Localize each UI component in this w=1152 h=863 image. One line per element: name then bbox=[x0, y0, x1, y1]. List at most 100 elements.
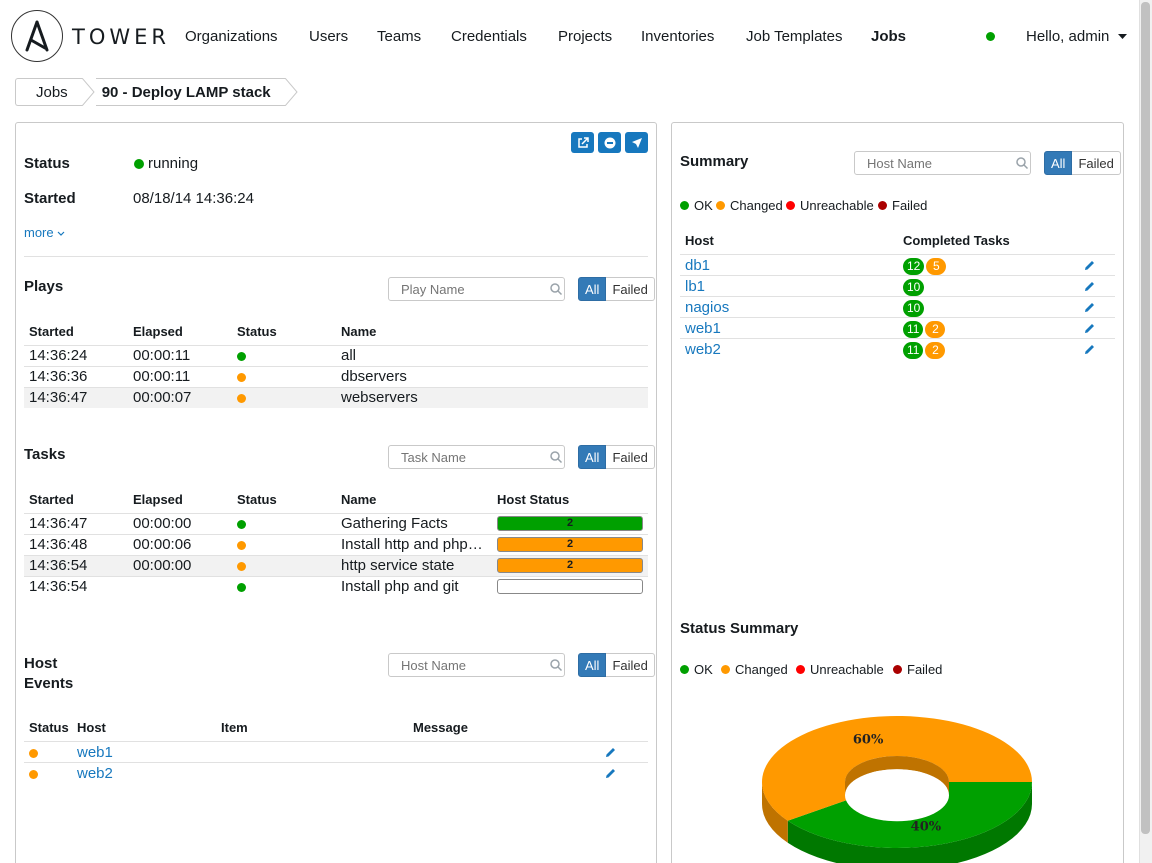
nav-jobs[interactable]: Jobs bbox=[871, 28, 907, 45]
play-name-search-input[interactable] bbox=[388, 277, 565, 301]
play-status-dot bbox=[237, 352, 246, 361]
host-events-search-input[interactable] bbox=[388, 653, 565, 677]
events-col-host[interactable]: Host bbox=[77, 720, 106, 735]
ok-count-badge[interactable]: 11 bbox=[903, 342, 924, 359]
tasks-col-elapsed[interactable]: Elapsed bbox=[133, 492, 183, 507]
pencil-icon[interactable] bbox=[604, 767, 617, 780]
tasks-col-status[interactable]: Status bbox=[237, 492, 277, 507]
ok-count-badge[interactable]: 10 bbox=[903, 279, 925, 296]
summary-col-completed-tasks[interactable]: Completed Tasks bbox=[903, 233, 1010, 248]
task-elapsed[interactable]: 00:00:00 bbox=[133, 557, 192, 574]
task-name-search-input[interactable] bbox=[388, 445, 565, 469]
task-elapsed[interactable]: 00:00:00 bbox=[133, 515, 192, 532]
host-events-filter-failed-button[interactable]: Failed bbox=[606, 653, 655, 677]
summary-col-host[interactable]: Host bbox=[685, 233, 714, 248]
vertical-scrollbar[interactable] bbox=[1139, 0, 1152, 863]
breadcrumb: Jobs 90 - Deploy LAMP stack bbox=[15, 78, 299, 106]
play-name[interactable]: all bbox=[341, 347, 357, 364]
nav-credentials[interactable]: Credentials bbox=[451, 28, 527, 45]
task-elapsed[interactable]: 00:00:06 bbox=[133, 536, 192, 553]
plays-col-status[interactable]: Status bbox=[237, 324, 277, 339]
user-menu[interactable]: Hello, admin bbox=[1026, 28, 1127, 45]
ok-count-badge[interactable]: 11 bbox=[903, 321, 924, 338]
view-job-button[interactable] bbox=[571, 132, 594, 153]
tasks-col-name[interactable]: Name bbox=[341, 492, 377, 507]
nav-organizations[interactable]: Organizations bbox=[185, 28, 278, 45]
nav-projects[interactable]: Projects bbox=[558, 28, 613, 45]
changed-count-badge[interactable]: 5 bbox=[926, 258, 947, 275]
task-host-status-bar[interactable]: 2 bbox=[497, 516, 643, 531]
event-host-link[interactable]: web2 bbox=[77, 765, 113, 782]
ok-count-badge[interactable]: 10 bbox=[903, 300, 925, 317]
plays-col-name[interactable]: Name bbox=[341, 324, 377, 339]
legend-changed: Changed bbox=[716, 198, 783, 213]
task-name[interactable]: Gathering Facts bbox=[341, 515, 448, 532]
more-link[interactable]: more bbox=[24, 225, 65, 240]
donut-slice-changed[interactable] bbox=[762, 716, 1032, 821]
tasks-filter-all-button[interactable]: All bbox=[578, 445, 607, 469]
plays-col-started[interactable]: Started bbox=[29, 324, 74, 339]
scrollbar-thumb[interactable] bbox=[1141, 2, 1150, 834]
task-name[interactable]: Install http and php… bbox=[341, 536, 483, 553]
play-name[interactable]: webservers bbox=[341, 389, 418, 406]
summary-host-link[interactable]: db1 bbox=[685, 257, 711, 274]
task-started[interactable]: 14:36:48 bbox=[29, 536, 88, 553]
summary-filter-failed-button[interactable]: Failed bbox=[1072, 151, 1121, 175]
play-elapsed[interactable]: 00:00:11 bbox=[133, 368, 191, 385]
pencil-icon[interactable] bbox=[1083, 280, 1096, 293]
play-started[interactable]: 14:36:47 bbox=[29, 389, 88, 406]
tower-logo[interactable] bbox=[11, 10, 63, 62]
task-started[interactable]: 14:36:54 bbox=[29, 557, 88, 574]
task-started[interactable]: 14:36:47 bbox=[29, 515, 88, 532]
breadcrumb-jobs[interactable]: Jobs bbox=[15, 78, 82, 106]
summary-host-link[interactable]: web2 bbox=[685, 341, 721, 358]
summary-host-link[interactable]: lb1 bbox=[685, 278, 706, 295]
row-divider bbox=[680, 275, 1115, 276]
events-col-message[interactable]: Message bbox=[413, 720, 468, 735]
host-events-filter-all-button[interactable]: All bbox=[578, 653, 607, 677]
changed-count-badge[interactable]: 2 bbox=[925, 342, 946, 359]
event-host-link[interactable]: web1 bbox=[77, 744, 113, 761]
play-elapsed[interactable]: 00:00:11 bbox=[133, 347, 191, 364]
plays-filter-all-button[interactable]: All bbox=[578, 277, 607, 301]
plays-col-elapsed[interactable]: Elapsed bbox=[133, 324, 183, 339]
legend-unreachable: Unreachable bbox=[786, 198, 874, 213]
task-started[interactable]: 14:36:54 bbox=[29, 578, 88, 595]
rocket-icon bbox=[631, 137, 642, 148]
play-name[interactable]: dbservers bbox=[341, 368, 407, 385]
summary-host-link[interactable]: nagios bbox=[685, 299, 730, 316]
summary-host-link[interactable]: web1 bbox=[685, 320, 721, 337]
pencil-icon[interactable] bbox=[1083, 343, 1096, 356]
pencil-icon[interactable] bbox=[1083, 322, 1096, 335]
table-header-divider bbox=[24, 741, 648, 742]
task-host-status-bar[interactable] bbox=[497, 579, 643, 594]
tasks-col-started[interactable]: Started bbox=[29, 492, 74, 507]
changed-count-badge[interactable]: 2 bbox=[925, 321, 946, 338]
tasks-col-host-status[interactable]: Host Status bbox=[497, 492, 570, 507]
task-host-status-bar[interactable]: 2 bbox=[497, 558, 643, 573]
socket-status-indicator bbox=[986, 32, 995, 41]
nav-job-templates[interactable]: Job Templates bbox=[746, 28, 843, 45]
tasks-filter-failed-button[interactable]: Failed bbox=[606, 445, 655, 469]
summary-filter-all-button[interactable]: All bbox=[1044, 151, 1073, 175]
events-col-status[interactable]: Status bbox=[29, 720, 69, 735]
ok-count-badge[interactable]: 12 bbox=[903, 258, 925, 275]
summary-host-search-input[interactable] bbox=[854, 151, 1031, 175]
pencil-icon[interactable] bbox=[1083, 259, 1096, 272]
task-host-status-bar[interactable]: 2 bbox=[497, 537, 643, 552]
nav-inventories[interactable]: Inventories bbox=[641, 28, 715, 45]
pencil-icon[interactable] bbox=[1083, 301, 1096, 314]
play-elapsed[interactable]: 00:00:07 bbox=[133, 389, 192, 406]
pencil-icon[interactable] bbox=[604, 746, 617, 759]
task-name[interactable]: http service state bbox=[341, 557, 455, 574]
events-col-item[interactable]: Item bbox=[221, 720, 248, 735]
breadcrumb-end-arrow bbox=[284, 78, 299, 106]
cancel-job-button[interactable] bbox=[598, 132, 621, 153]
task-name[interactable]: Install php and git bbox=[341, 578, 459, 595]
play-started[interactable]: 14:36:24 bbox=[29, 347, 88, 364]
nav-teams[interactable]: Teams bbox=[377, 28, 422, 45]
relaunch-job-button[interactable] bbox=[625, 132, 648, 153]
play-started[interactable]: 14:36:36 bbox=[29, 368, 88, 385]
nav-users[interactable]: Users bbox=[309, 28, 349, 45]
plays-filter-failed-button[interactable]: Failed bbox=[606, 277, 655, 301]
